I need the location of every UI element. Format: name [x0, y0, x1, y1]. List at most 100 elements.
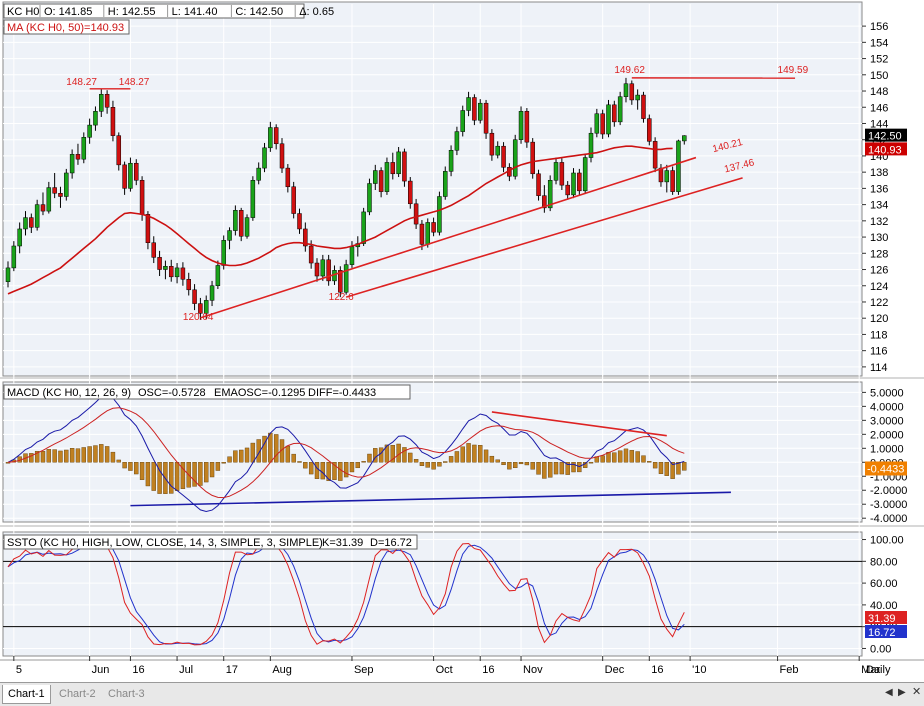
macd-diff-label: DIFF=-0.4433: [308, 387, 376, 399]
candle-body: [537, 174, 541, 196]
ma-legend-label: MA (KC H0, 50)=140.93: [7, 22, 124, 34]
candle-body: [420, 224, 424, 244]
candle-body: [163, 266, 167, 269]
macd-histogram-bar: [233, 451, 237, 463]
candle-body: [187, 279, 191, 290]
macd-histogram-bar: [53, 450, 57, 463]
candle-body: [41, 205, 45, 211]
chart-canvas[interactable]: 1141161181201221241261281301321341361381…: [0, 0, 924, 682]
macd-histogram-bar: [589, 462, 593, 463]
candle-body: [53, 188, 57, 194]
candle-body: [158, 257, 162, 269]
candle-body: [64, 173, 68, 197]
tab-close-icon[interactable]: ✕: [912, 685, 921, 698]
x-tick-label: 5: [16, 664, 22, 676]
candle-body: [286, 168, 290, 187]
candle-body: [233, 210, 237, 230]
candle-body: [641, 95, 645, 119]
y-tick-label: -2.0000: [870, 485, 907, 497]
macd-histogram-bar: [181, 462, 185, 488]
candle-body: [268, 128, 272, 148]
x-tick-label: Aug: [272, 664, 292, 676]
candle-body: [408, 181, 412, 204]
candle-body: [391, 162, 395, 173]
macd-histogram-bar: [169, 462, 173, 493]
ohlc-open-label: O: 141.85: [44, 6, 92, 18]
tab-chart-2[interactable]: Chart-2: [54, 685, 101, 703]
candle-body: [274, 128, 278, 144]
tab-chart-3[interactable]: Chart-3: [103, 685, 150, 703]
y-tick-label: 5.0000: [870, 387, 904, 399]
y-tick-label: 2.0000: [870, 429, 904, 441]
candle-body: [676, 141, 680, 192]
macd-histogram-bar: [210, 462, 214, 477]
macd-histogram-bar: [484, 450, 488, 462]
tab-chart-1[interactable]: Chart-1: [2, 685, 51, 704]
macd-histogram-bar: [449, 456, 453, 462]
macd-histogram-bar: [402, 447, 406, 462]
y-tick-label: 146: [870, 102, 888, 114]
macd-histogram-bar: [292, 454, 296, 462]
macd-histogram-bar: [70, 448, 74, 462]
y-tick-label: 134: [870, 200, 888, 212]
candle-body: [216, 265, 220, 285]
macd-histogram-bar: [88, 447, 92, 463]
tab-scroll-left-icon[interactable]: ◀: [885, 687, 893, 698]
candle-body: [128, 163, 132, 188]
candle-body: [298, 214, 302, 229]
candle-body: [595, 114, 599, 133]
candle-body: [426, 222, 430, 244]
candle-body: [321, 260, 325, 276]
candle-body: [467, 98, 471, 111]
candle-body: [47, 188, 51, 212]
y-tick-label: 138: [870, 167, 888, 179]
candle-body: [123, 165, 127, 189]
candle-body: [111, 107, 115, 135]
period-label: Daily: [866, 664, 891, 676]
candle-body: [379, 171, 383, 192]
y-tick-label: 40.00: [870, 600, 898, 612]
macd-histogram-bar: [298, 461, 302, 462]
macd-histogram-bar: [531, 462, 535, 469]
macd-histogram-bar: [111, 452, 115, 462]
macd-histogram-bar: [432, 462, 436, 469]
macd-histogram-bar: [204, 462, 208, 482]
candle-body: [193, 290, 197, 304]
candle-body: [566, 185, 570, 195]
macd-histogram-bar: [455, 451, 459, 462]
candle-body: [222, 240, 226, 265]
macd-histogram-bar: [554, 462, 558, 474]
candle-body: [373, 171, 377, 184]
candle-body: [134, 163, 138, 180]
macd-histogram-bar: [443, 462, 447, 463]
y-tick-label: 60.00: [870, 578, 898, 590]
candle-body: [140, 180, 144, 214]
macd-histogram-bar: [437, 462, 441, 466]
candle-body: [70, 154, 74, 173]
candle-body: [525, 111, 529, 142]
ohlc-close-label: C: 142.50: [235, 6, 283, 18]
ohlc-low-label: L: 141.40: [172, 6, 218, 18]
macd-label: MACD (KC H0, 12, 26, 9): [7, 387, 131, 399]
candle-body: [82, 137, 86, 159]
candle-body: [659, 168, 663, 182]
candle-body: [29, 218, 33, 228]
macd-histogram-bar: [548, 462, 552, 477]
macd-histogram-bar: [146, 462, 150, 486]
candle-body: [630, 84, 634, 100]
macd-histogram-bar: [198, 462, 202, 485]
macd-histogram-bar: [612, 453, 616, 463]
candle-body: [327, 260, 331, 281]
macd-histogram-bar: [117, 460, 121, 462]
macd-value-label: -0.4433: [867, 463, 904, 475]
y-tick-label: 148: [870, 86, 888, 98]
candle-body: [577, 173, 581, 191]
y-tick-label: -4.0000: [870, 513, 907, 525]
y-tick-label: 136: [870, 183, 888, 195]
tab-scroll-right-icon[interactable]: ▶: [898, 687, 906, 698]
candle-body: [531, 142, 535, 174]
candle-body: [228, 231, 232, 241]
candle-body: [397, 152, 401, 174]
macd-histogram-bar: [268, 433, 272, 462]
macd-histogram-bar: [228, 457, 232, 463]
